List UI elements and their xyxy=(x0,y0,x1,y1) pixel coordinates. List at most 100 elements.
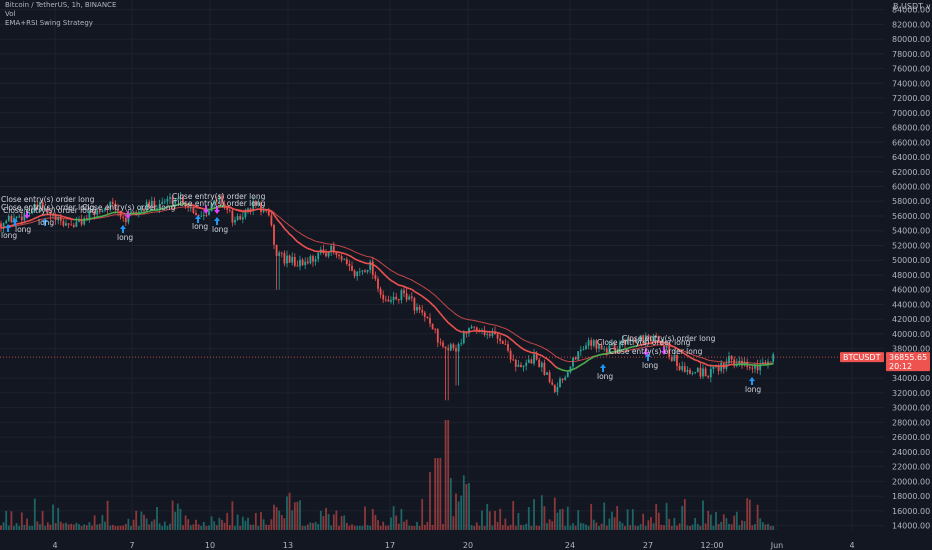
volume-bar xyxy=(559,509,561,530)
legend-vol[interactable]: Vol xyxy=(5,10,16,18)
volume-bar xyxy=(722,514,725,530)
candle-body xyxy=(195,212,197,215)
candle-body xyxy=(712,366,715,369)
volume-bar xyxy=(171,500,174,530)
price-tick-label: 66000.00 xyxy=(892,138,930,147)
ema-segment xyxy=(601,353,605,356)
candle-body xyxy=(751,367,754,369)
ema-segment xyxy=(689,356,693,360)
volume-bar xyxy=(717,524,720,530)
candle-body xyxy=(400,290,403,301)
volume-bar xyxy=(702,500,704,530)
volume-bar xyxy=(468,483,470,530)
ema-segment xyxy=(523,348,527,352)
volume-bar xyxy=(239,525,242,530)
volume-bar xyxy=(67,524,70,530)
candle-body xyxy=(371,261,374,275)
candle-body xyxy=(457,343,460,352)
bar-countdown: 20:12 xyxy=(889,362,912,371)
ema-segment xyxy=(275,218,280,223)
volume-bar xyxy=(265,524,268,530)
ema-segment xyxy=(622,348,626,351)
volume-bar xyxy=(743,521,746,530)
time-tick-label: 7 xyxy=(129,541,134,550)
volume-bar xyxy=(200,525,203,530)
candle-body xyxy=(309,256,312,264)
volume-bar xyxy=(33,498,36,530)
volume-bar xyxy=(322,515,325,530)
candle-body xyxy=(595,340,598,349)
candle-body xyxy=(694,372,697,373)
volume-bar xyxy=(470,525,473,530)
volume-bar xyxy=(75,522,78,530)
candle-body xyxy=(327,251,330,257)
candle-body xyxy=(699,367,702,377)
ema-segment xyxy=(593,355,597,358)
close-arrow-icon xyxy=(24,211,30,219)
ema-segment xyxy=(296,241,301,245)
volume-bar xyxy=(421,498,424,530)
candle-body xyxy=(585,345,587,349)
volume-bar xyxy=(343,515,346,530)
candle-body xyxy=(499,338,502,341)
candle-body xyxy=(754,364,756,369)
candle-body xyxy=(83,218,86,225)
ema-segment xyxy=(580,362,584,366)
volume-bar xyxy=(585,524,587,530)
candle-body xyxy=(117,208,119,211)
volume-bar xyxy=(699,525,702,530)
ema-segment xyxy=(312,249,316,253)
legend-strategy[interactable]: EMA+RSI Swing Strategy xyxy=(5,19,93,27)
ema-segment xyxy=(533,351,537,355)
volume-bar xyxy=(283,518,286,530)
price-tick-label: 62000.00 xyxy=(892,168,930,177)
candle-body xyxy=(119,210,122,217)
ema-segment xyxy=(37,215,41,219)
candle-body xyxy=(114,203,117,209)
volume-bar xyxy=(153,519,156,530)
volume-bar xyxy=(509,524,512,530)
ema-segment xyxy=(395,282,400,286)
candle-body xyxy=(439,342,442,344)
price-tick-label: 54000.00 xyxy=(892,227,930,236)
price-axis[interactable]: B USDT ∨84000.00 82000.00 80000.00 78000.00… xyxy=(884,0,932,550)
candle-body xyxy=(522,365,525,368)
price-tick-label: 84000.00 xyxy=(892,6,930,15)
ema-segment xyxy=(570,368,574,372)
volume-bar xyxy=(213,521,216,530)
ema-segment xyxy=(359,260,363,263)
candle-body xyxy=(312,256,314,262)
candle-body xyxy=(192,207,195,213)
volume-bar xyxy=(205,525,208,530)
candle-body xyxy=(208,211,210,216)
candle-body xyxy=(676,354,678,366)
long-label: long xyxy=(212,225,228,234)
volume-bar xyxy=(501,525,504,530)
candle-body xyxy=(197,214,200,217)
ema-segment xyxy=(304,246,309,250)
volume-bar xyxy=(556,512,559,530)
ema-segment xyxy=(551,362,556,367)
candle-body xyxy=(234,219,236,223)
volume-bar xyxy=(137,525,140,530)
volume-bar xyxy=(65,522,67,530)
volume-bar xyxy=(392,506,395,530)
ema-segment xyxy=(52,213,56,216)
time-axis[interactable]: 4 7 10 13 17 20 24 27 12:00 Jun 4 xyxy=(0,539,884,550)
time-tick-label: 17 xyxy=(385,541,395,550)
ema-segment xyxy=(512,340,517,345)
volume-bar xyxy=(663,525,665,530)
candle-body xyxy=(5,220,8,224)
volume-bar xyxy=(52,504,54,530)
volume-bar xyxy=(54,523,57,530)
candle-body xyxy=(39,202,41,209)
legend-symbol[interactable]: Bitcoin / TetherUS, 1h, BINANCE xyxy=(5,1,117,9)
ema-segment xyxy=(286,230,291,235)
ema-segment xyxy=(414,290,418,294)
candle-body xyxy=(475,327,478,332)
candle-body xyxy=(280,252,283,254)
volume-bar xyxy=(637,525,639,530)
volume-bar xyxy=(317,524,320,530)
